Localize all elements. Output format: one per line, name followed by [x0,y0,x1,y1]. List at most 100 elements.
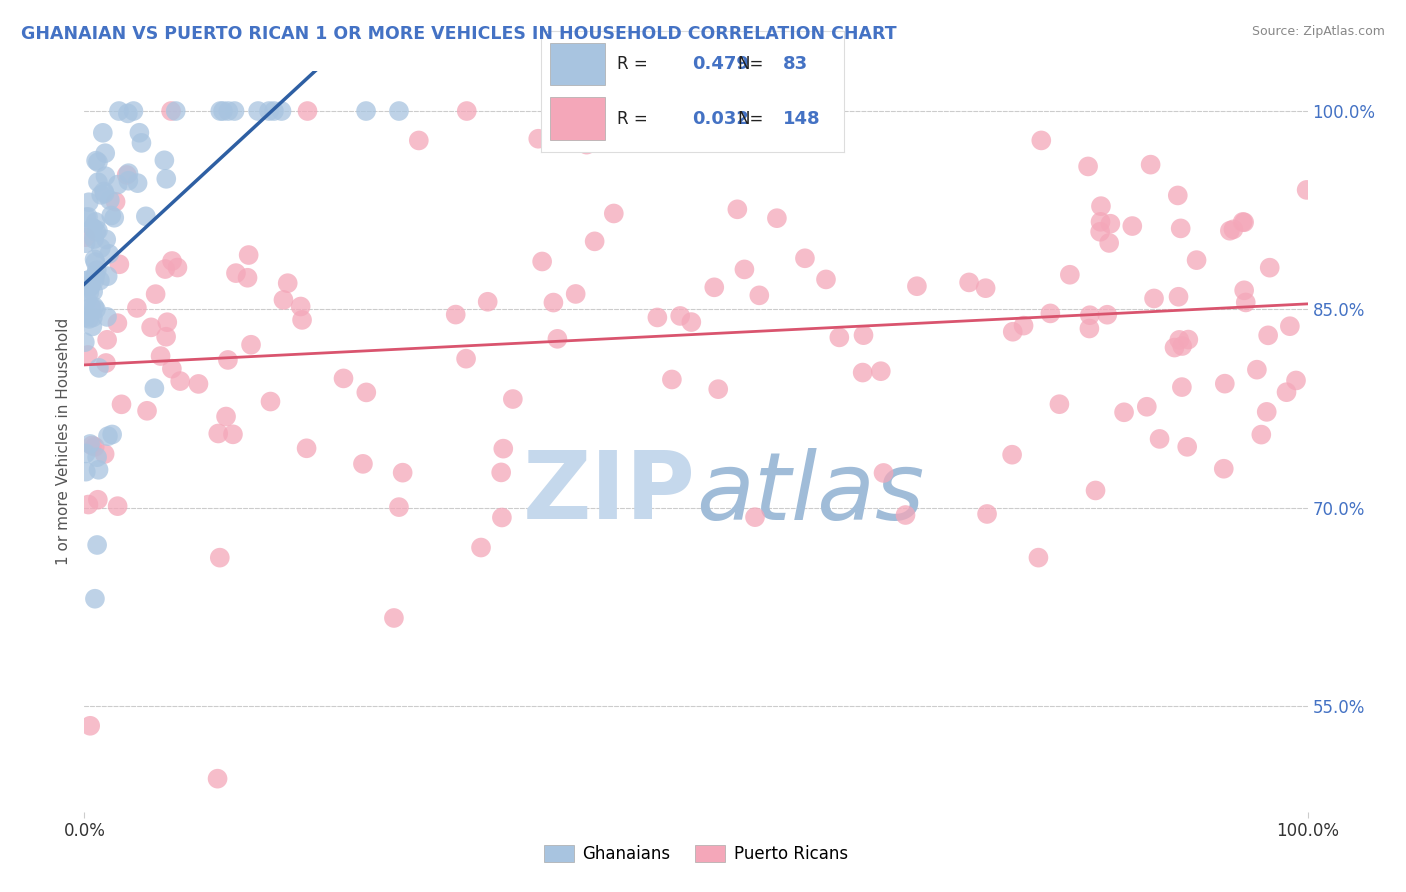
Point [247,103,270,118]
Point [1167,188,1189,202]
Point [290,300,312,314]
Point [98,193,121,207]
Text: 148: 148 [783,110,821,128]
Point [1090,199,1112,213]
Point [84,268,107,282]
Point [215,409,238,424]
Point [575,137,598,152]
Point [96,333,118,347]
Point [90,187,112,202]
Point [73,274,96,288]
Point [93,186,115,201]
Point [257,103,280,118]
Text: 0.032: 0.032 [693,110,749,128]
Point [1098,235,1121,250]
Point [84,225,107,239]
Point [83,252,105,267]
Point [224,103,246,118]
Point [165,103,187,118]
Point [456,103,478,118]
Point [1031,133,1053,147]
Point [1084,483,1107,498]
Point [107,316,129,330]
Point [94,356,117,370]
Point [80,300,103,314]
Point [91,126,114,140]
Point [733,262,755,277]
Point [75,211,97,225]
Point [1167,290,1189,304]
Text: 0.479: 0.479 [693,54,749,73]
Point [122,103,145,118]
Point [97,429,120,443]
Point [744,510,766,524]
Point [217,353,239,368]
Point [77,195,100,210]
Point [149,349,172,363]
Point [872,466,894,480]
Point [1077,160,1099,174]
Point [84,153,107,168]
Point [1278,319,1301,334]
Text: GHANAIAN VS PUERTO RICAN 1 OR MORE VEHICLES IN HOUSEHOLD CORRELATION CHART: GHANAIAN VS PUERTO RICAN 1 OR MORE VEHIC… [21,25,897,43]
Point [101,427,124,442]
Point [1143,292,1166,306]
Point [725,202,748,217]
Point [852,366,875,380]
Point [82,220,104,235]
Point [259,394,281,409]
Point [1185,253,1208,268]
Point [492,442,515,456]
Point [852,328,875,343]
Point [647,310,669,325]
Point [83,232,105,246]
Point [104,194,127,209]
Point [76,293,98,307]
Point [391,466,413,480]
Point [82,285,104,299]
Legend: Ghanaians, Puerto Ricans: Ghanaians, Puerto Ricans [537,838,855,870]
Point [1250,427,1272,442]
Point [1090,215,1112,229]
FancyBboxPatch shape [550,44,605,86]
Point [82,221,104,235]
Point [1275,385,1298,400]
Point [976,507,998,521]
Point [238,248,260,262]
Point [145,287,167,301]
Point [108,257,131,271]
Point [169,374,191,388]
Point [86,450,108,465]
Point [1112,405,1135,419]
Point [93,447,115,461]
Point [117,174,139,188]
Point [1012,318,1035,333]
Point [1171,380,1194,394]
Point [107,178,129,192]
Text: R =: R = [617,110,648,128]
Point [89,273,111,287]
Point [748,288,770,302]
Text: R =: R = [617,54,648,73]
Point [75,465,97,479]
Point [84,215,107,229]
Point [546,332,568,346]
Point [82,319,104,334]
Point [869,364,891,378]
Point [1097,308,1119,322]
Point [1121,219,1143,233]
Point [139,320,162,334]
Point [1257,328,1279,343]
Point [77,285,100,300]
Point [382,611,405,625]
Point [94,169,117,183]
Point [703,280,725,294]
Point [1171,339,1194,353]
FancyBboxPatch shape [550,97,605,139]
Point [1232,215,1254,229]
Point [766,211,789,226]
Text: 83: 83 [783,54,808,73]
Point [83,440,105,454]
Point [669,309,692,323]
Point [1047,397,1070,411]
